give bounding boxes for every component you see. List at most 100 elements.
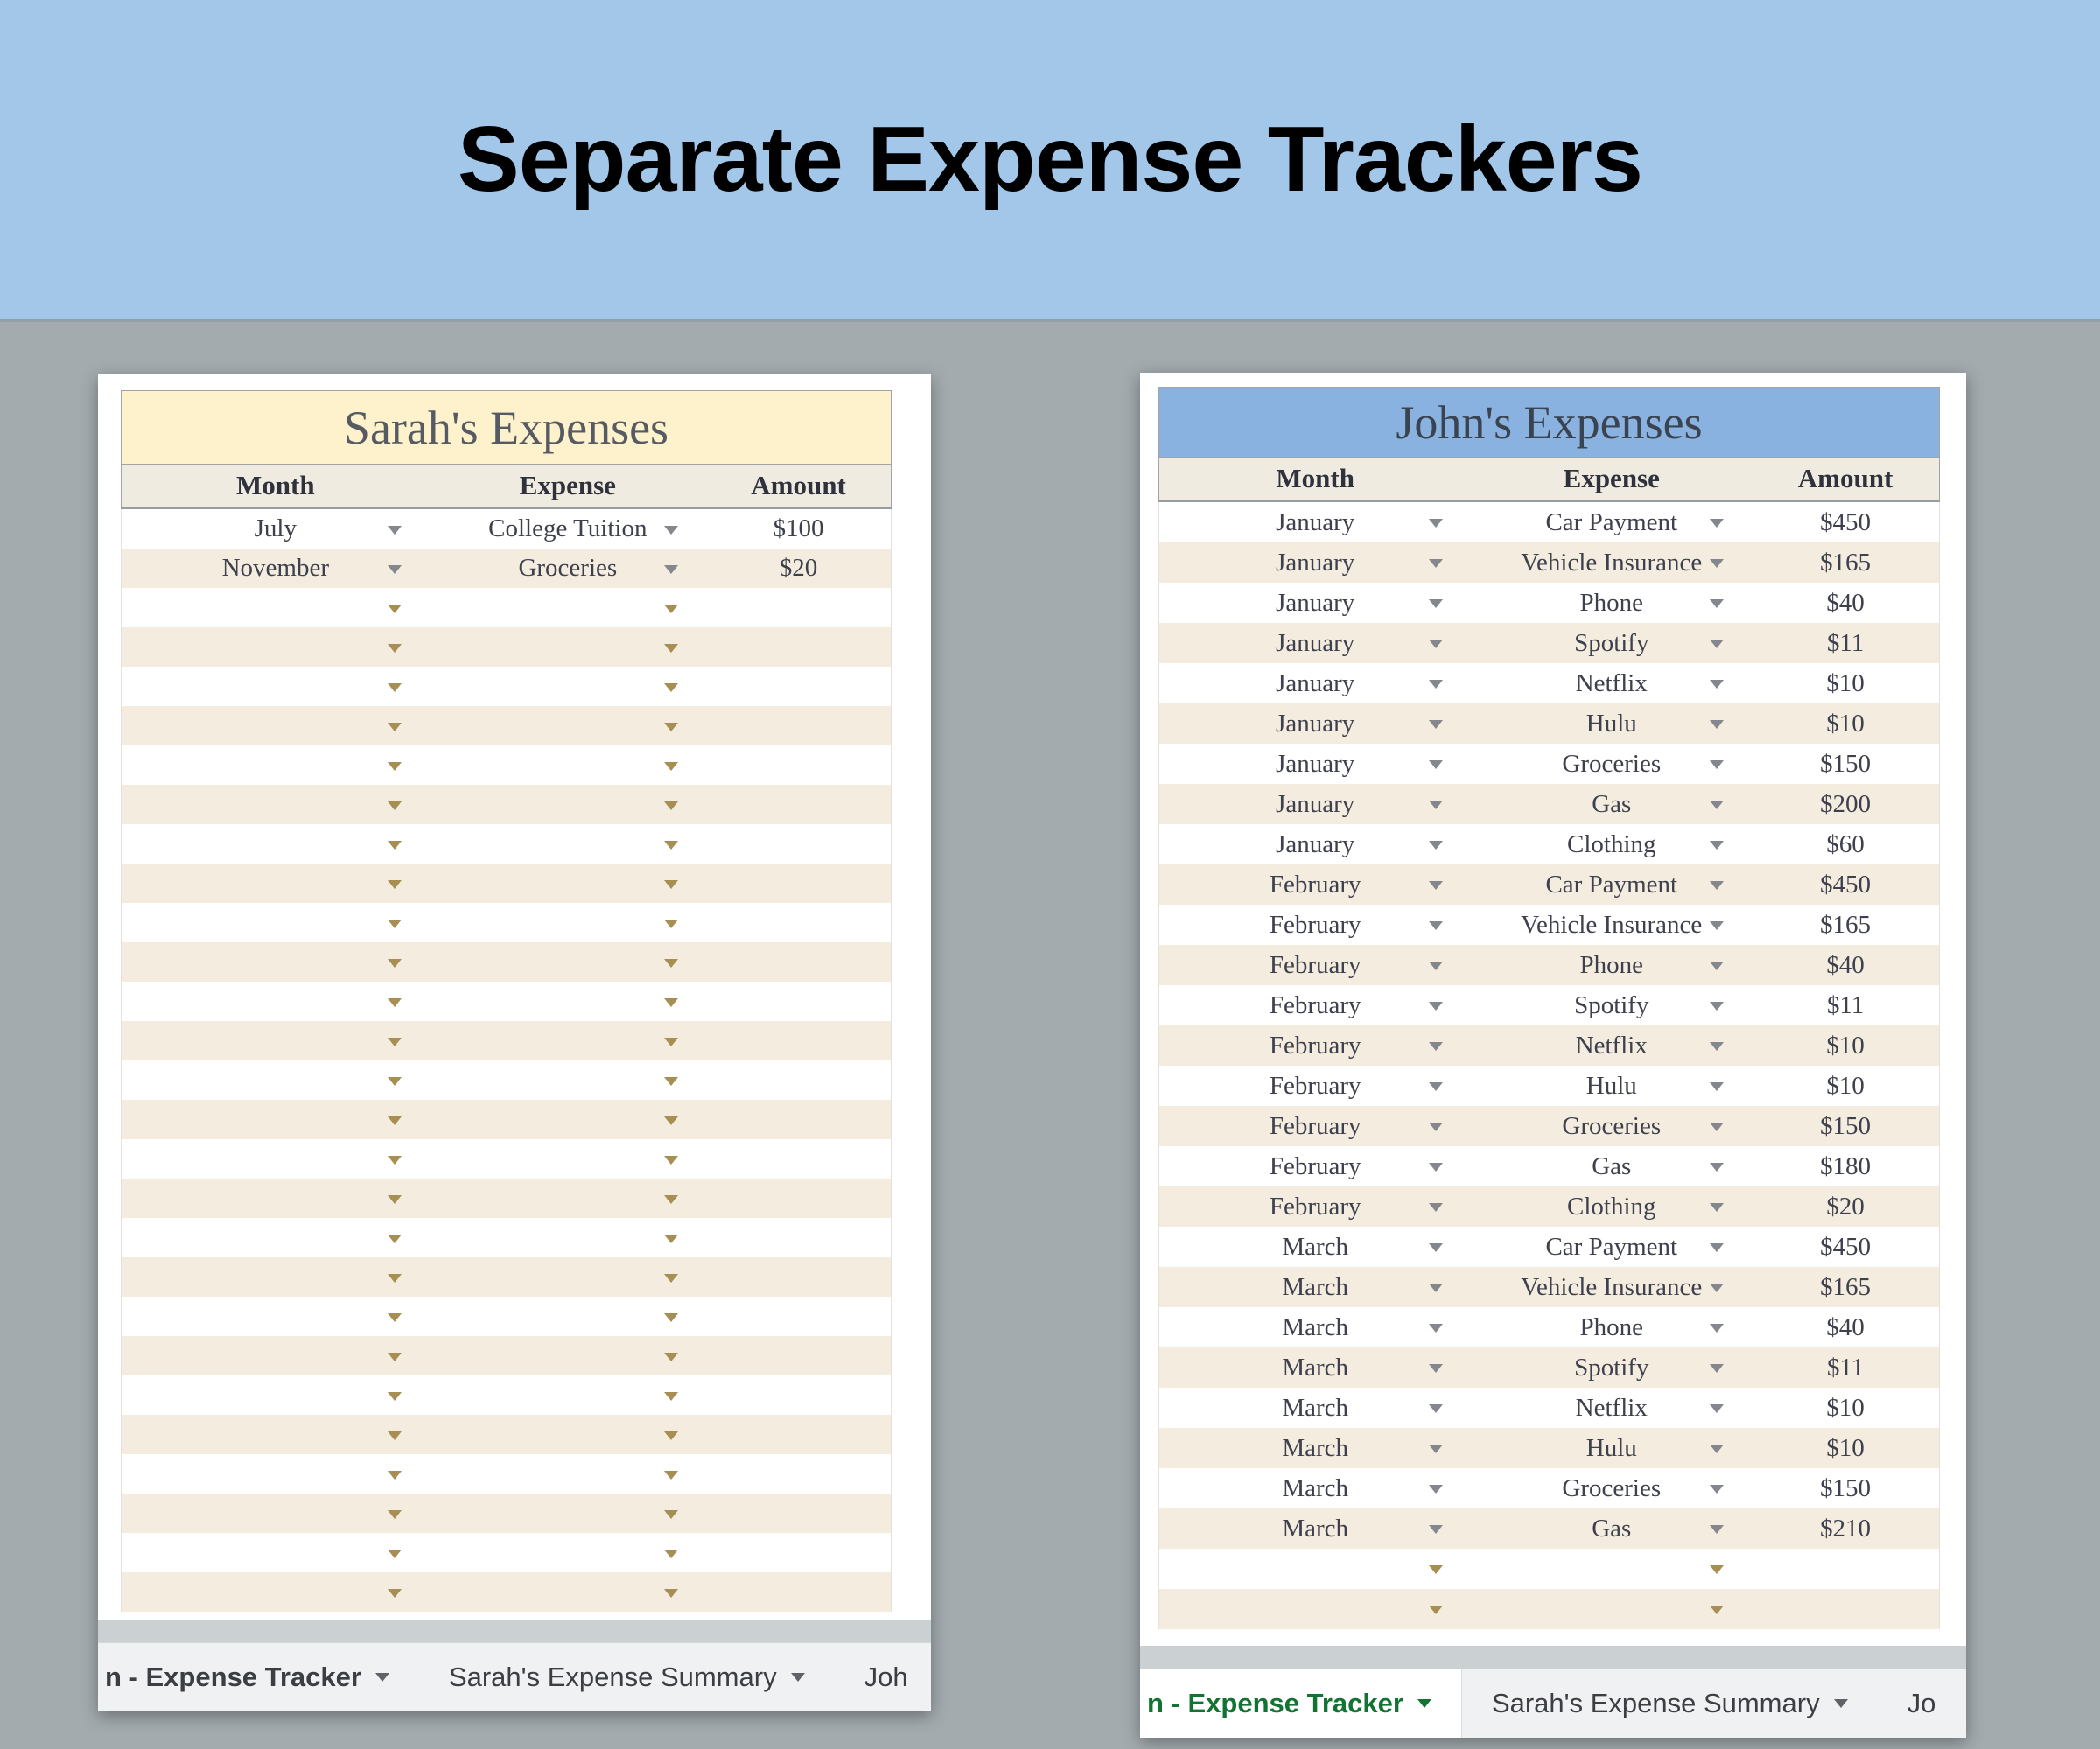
dropdown-arrow-icon[interactable]: [387, 525, 402, 535]
expense-cell[interactable]: Phone: [1471, 1307, 1752, 1347]
expense-cell[interactable]: Vehicle Insurance: [1471, 542, 1752, 583]
dropdown-arrow-icon[interactable]: [1710, 1324, 1725, 1333]
expense-cell[interactable]: [430, 942, 706, 982]
dropdown-arrow-icon[interactable]: [664, 1194, 679, 1204]
dropdown-arrow-icon[interactable]: [664, 1273, 679, 1283]
month-cell[interactable]: [122, 706, 430, 745]
expense-cell[interactable]: Hulu: [1471, 1428, 1752, 1468]
dropdown-arrow-icon[interactable]: [1710, 801, 1725, 809]
amount-cell[interactable]: $11: [1752, 623, 1939, 663]
dropdown-arrow-icon[interactable]: [1429, 1203, 1444, 1212]
month-cell[interactable]: [122, 1060, 430, 1100]
expense-cell[interactable]: Vehicle Insurance: [1471, 905, 1752, 945]
month-cell[interactable]: March: [1159, 1508, 1471, 1549]
dropdown-arrow-icon[interactable]: [1710, 519, 1725, 528]
amount-cell[interactable]: $20: [706, 549, 891, 588]
dropdown-arrow-icon[interactable]: [387, 1509, 402, 1519]
amount-cell[interactable]: [706, 1257, 891, 1297]
month-cell[interactable]: [122, 942, 430, 982]
month-cell[interactable]: February: [1159, 1186, 1471, 1227]
month-cell[interactable]: [122, 745, 430, 785]
dropdown-arrow-icon[interactable]: [1429, 1445, 1444, 1453]
month-cell[interactable]: [1159, 1589, 1471, 1629]
month-cell[interactable]: February: [1159, 1066, 1471, 1106]
dropdown-arrow-icon[interactable]: [1710, 1404, 1725, 1413]
amount-cell[interactable]: $450: [1752, 1227, 1939, 1267]
dropdown-arrow-icon[interactable]: [1429, 1364, 1444, 1373]
dropdown-arrow-icon[interactable]: [1710, 1485, 1725, 1494]
amount-cell[interactable]: [706, 1060, 891, 1100]
dropdown-arrow-icon[interactable]: [1429, 519, 1444, 528]
month-cell[interactable]: February: [1159, 1025, 1471, 1066]
dropdown-arrow-icon[interactable]: [387, 682, 402, 692]
dropdown-arrow-icon[interactable]: [1429, 1324, 1444, 1333]
dropdown-arrow-icon[interactable]: [1429, 1042, 1444, 1051]
sheet-tab[interactable]: Jo: [1878, 1669, 1966, 1738]
month-cell[interactable]: July: [122, 509, 430, 549]
dropdown-arrow-icon[interactable]: [664, 1391, 679, 1401]
expense-cell[interactable]: [430, 1375, 706, 1415]
expense-cell[interactable]: [1471, 1549, 1752, 1589]
month-cell[interactable]: [122, 1454, 430, 1494]
expense-cell[interactable]: College Tuition: [430, 509, 706, 549]
dropdown-arrow-icon[interactable]: [1429, 1163, 1444, 1172]
month-cell[interactable]: March: [1159, 1468, 1471, 1508]
dropdown-arrow-icon[interactable]: [1710, 1042, 1725, 1051]
month-cell[interactable]: January: [1159, 824, 1471, 864]
amount-cell[interactable]: [706, 1021, 891, 1060]
amount-cell[interactable]: [1752, 1589, 1939, 1629]
dropdown-arrow-icon[interactable]: [664, 761, 679, 771]
month-cell[interactable]: March: [1159, 1347, 1471, 1388]
dropdown-arrow-icon[interactable]: [664, 801, 679, 810]
month-cell[interactable]: February: [1159, 985, 1471, 1025]
expense-cell[interactable]: Netflix: [1471, 1388, 1752, 1428]
dropdown-arrow-icon[interactable]: [1429, 801, 1444, 809]
month-cell[interactable]: March: [1159, 1388, 1471, 1428]
month-cell[interactable]: [122, 667, 430, 706]
amount-cell[interactable]: $10: [1752, 1388, 1939, 1428]
dropdown-arrow-icon[interactable]: [1710, 1525, 1725, 1534]
dropdown-arrow-icon[interactable]: [1429, 1565, 1444, 1574]
expense-cell[interactable]: Car Payment: [1471, 1227, 1752, 1267]
amount-cell[interactable]: [706, 1454, 891, 1494]
dropdown-arrow-icon[interactable]: [387, 840, 402, 850]
amount-cell[interactable]: $100: [706, 509, 891, 549]
expense-cell[interactable]: [430, 1415, 706, 1454]
dropdown-arrow-icon[interactable]: [387, 919, 402, 928]
dropdown-arrow-icon[interactable]: [1429, 559, 1444, 568]
dropdown-arrow-icon[interactable]: [1429, 1243, 1444, 1252]
dropdown-arrow-icon[interactable]: [1429, 921, 1444, 930]
expense-cell[interactable]: [430, 1139, 706, 1179]
dropdown-arrow-icon[interactable]: [1429, 1123, 1444, 1131]
amount-cell[interactable]: $210: [1752, 1508, 1939, 1549]
dropdown-arrow-icon[interactable]: [664, 1509, 679, 1519]
month-cell[interactable]: March: [1159, 1428, 1471, 1468]
dropdown-arrow-icon[interactable]: [387, 1352, 402, 1361]
horizontal-scrollbar[interactable]: [1140, 1646, 1966, 1669]
month-cell[interactable]: [122, 1415, 430, 1454]
month-cell[interactable]: February: [1159, 1106, 1471, 1146]
dropdown-arrow-icon[interactable]: [1429, 1002, 1444, 1011]
dropdown-arrow-icon[interactable]: [1429, 1525, 1444, 1534]
expense-cell[interactable]: Phone: [1471, 945, 1752, 985]
dropdown-arrow-icon[interactable]: [1710, 881, 1725, 890]
dropdown-arrow-icon[interactable]: [1429, 760, 1444, 769]
tab-dropdown-icon[interactable]: [374, 1673, 389, 1682]
dropdown-arrow-icon[interactable]: [1429, 841, 1444, 850]
expense-cell[interactable]: Groceries: [1471, 744, 1752, 784]
dropdown-arrow-icon[interactable]: [387, 1076, 402, 1086]
month-cell[interactable]: [122, 1100, 430, 1139]
dropdown-arrow-icon[interactable]: [387, 801, 402, 810]
month-cell[interactable]: February: [1159, 1146, 1471, 1186]
expense-cell[interactable]: [430, 1218, 706, 1257]
expense-cell[interactable]: Groceries: [1471, 1468, 1752, 1508]
month-cell[interactable]: January: [1159, 623, 1471, 663]
dropdown-arrow-icon[interactable]: [387, 1470, 402, 1480]
month-cell[interactable]: January: [1159, 502, 1471, 542]
amount-cell[interactable]: [706, 1572, 891, 1612]
amount-cell[interactable]: $10: [1752, 1428, 1939, 1468]
expense-cell[interactable]: [430, 1297, 706, 1336]
amount-cell[interactable]: $40: [1752, 583, 1939, 623]
dropdown-arrow-icon[interactable]: [1429, 1404, 1444, 1413]
dropdown-arrow-icon[interactable]: [1429, 1284, 1444, 1292]
